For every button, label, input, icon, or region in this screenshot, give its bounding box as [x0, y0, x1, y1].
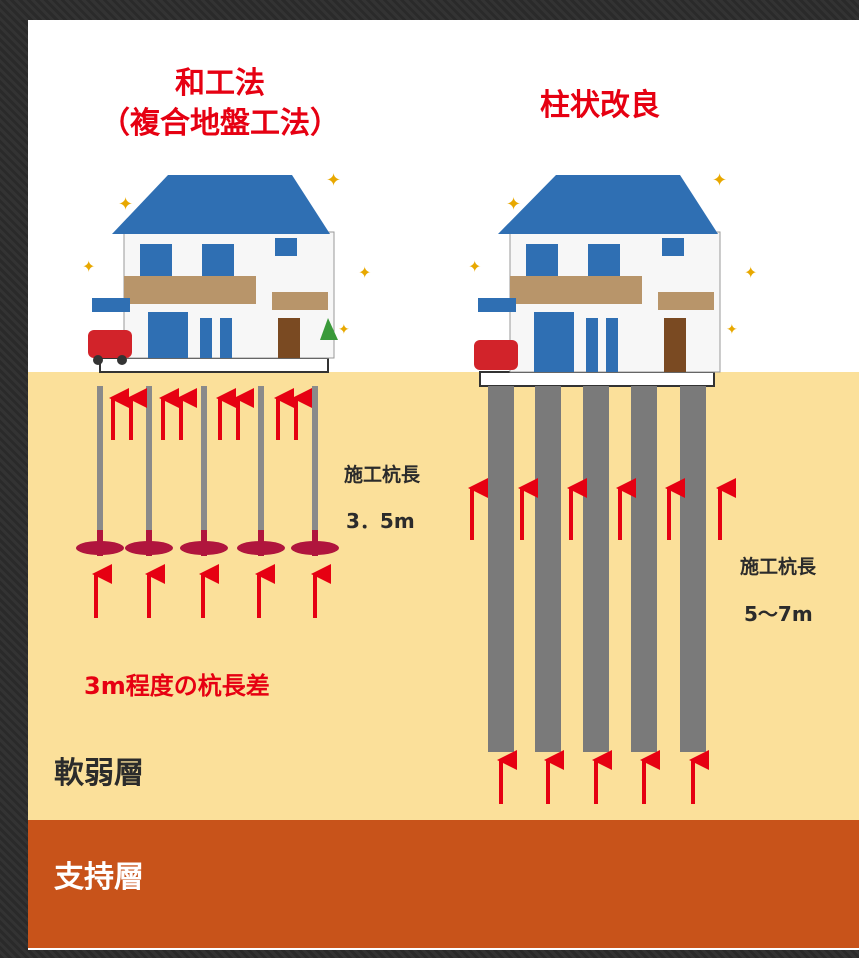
svg-text:✦: ✦ [506, 194, 521, 215]
svg-text:✦: ✦ [326, 170, 341, 191]
pile-length-difference-note: 3m程度の杭長差 [84, 672, 270, 700]
right-method-title: 柱状改良 [540, 88, 660, 123]
svg-text:✦: ✦ [82, 257, 95, 276]
left-method-title-line2: （複合地盤工法） [100, 106, 340, 141]
svg-text:✦: ✦ [468, 257, 481, 276]
svg-text:✦: ✦ [118, 194, 133, 215]
soil-column [535, 386, 561, 752]
left-length-label: 施工杭長 [344, 464, 421, 486]
screw-piles-left [76, 386, 339, 556]
soil-column [583, 386, 609, 752]
soil-column [631, 386, 657, 752]
svg-text:✦: ✦ [338, 322, 350, 338]
left-method-title: 和工法 （複合地盤工法） [60, 64, 380, 144]
screw-pile [291, 386, 339, 556]
arrows-right-middle [468, 478, 736, 540]
right-length-label: 施工杭長 [740, 556, 817, 578]
soil-column [488, 386, 514, 752]
bearing-layer-label: 支持層 [54, 860, 144, 895]
arrows-left-bottom [92, 564, 331, 618]
screw-pile [237, 386, 285, 556]
improvement-columns-right [488, 386, 706, 752]
house-left: ✦ ✦ ✦ ✦ ✦ [82, 170, 371, 373]
svg-text:✦: ✦ [744, 263, 757, 282]
arrows-right-bottom [497, 750, 709, 804]
screw-pile [180, 386, 228, 556]
svg-text:✦: ✦ [358, 263, 371, 282]
soft-layer [28, 372, 859, 820]
soft-layer-label: 軟弱層 [54, 756, 144, 791]
house-right: ✦ ✦ ✦ ✦ ✦ [468, 170, 757, 387]
right-length-value: 5〜7m [744, 602, 813, 626]
soil-column [680, 386, 706, 752]
svg-text:✦: ✦ [726, 322, 738, 338]
screw-pile [125, 386, 173, 556]
arrows-left-top [109, 388, 312, 440]
screw-pile [76, 386, 124, 556]
bearing-layer [28, 820, 859, 948]
svg-text:✦: ✦ [712, 170, 727, 191]
left-method-title-line1: 和工法 [175, 66, 265, 101]
left-length-value: 3．5m [346, 509, 415, 533]
